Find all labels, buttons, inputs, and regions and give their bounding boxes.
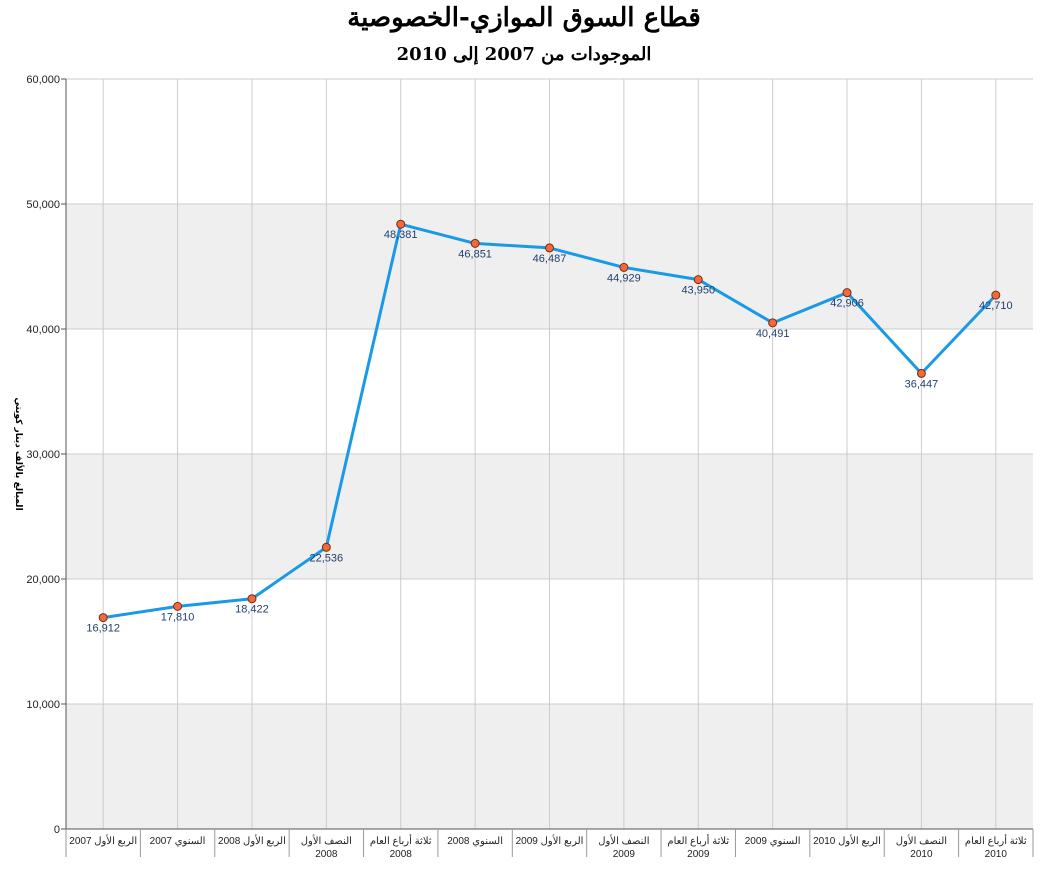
data-point <box>247 594 257 604</box>
data-label: 16,912 <box>86 623 120 635</box>
x-tick-label: النصف الأول <box>301 835 352 847</box>
data-point <box>98 613 108 623</box>
chart-title: قطاع السوق الموازي-الخصوصية <box>347 3 701 33</box>
data-label: 44,929 <box>607 272 641 284</box>
x-tick-label: ثلاثة أرباع العام <box>370 834 432 847</box>
x-tick-label: النصف الأول <box>598 835 649 847</box>
x-tick-label: ثلاثة أرباع العام <box>667 834 729 847</box>
y-tick-label: 0 <box>54 824 60 836</box>
plot-area: 0 10,000 20,000 30,000 40,000 50,000 60,000 الر… <box>26 74 1034 860</box>
x-tick-label: 2010 <box>985 849 1008 860</box>
data-point <box>916 368 926 378</box>
data-label: 17,810 <box>161 611 195 623</box>
y-axis-label: المبالغ بالألف دينار كويتي <box>13 397 25 510</box>
x-tick-label: 2008 <box>390 849 413 860</box>
data-point <box>693 275 703 285</box>
data-point <box>396 219 406 229</box>
x-tick-label: الربع الأول 2008 <box>218 835 286 847</box>
data-label: 46,851 <box>458 248 492 260</box>
data-point <box>545 243 554 253</box>
y-tick-label: 40,000 <box>26 324 60 336</box>
x-tick-label: 2008 <box>315 849 338 860</box>
data-point <box>173 601 183 611</box>
y-tick-label: 20,000 <box>26 574 60 586</box>
x-tick-label: السنوي 2009 <box>745 836 801 847</box>
data-label: 42,710 <box>979 300 1013 312</box>
chart-subtitle: الموجودات من 2007 إلى 2010 <box>397 44 652 65</box>
data-label: 46,487 <box>533 253 567 265</box>
data-point <box>619 262 629 272</box>
x-tick-label: السنوي 2008 <box>447 836 503 847</box>
data-point <box>470 238 480 248</box>
data-label: 40,491 <box>756 328 790 340</box>
data-label: 42,906 <box>830 298 864 310</box>
y-tick-label: 10,000 <box>26 699 60 711</box>
x-tick-label: 2009 <box>687 849 710 860</box>
data-label: 18,422 <box>235 604 269 616</box>
data-label: 48,381 <box>384 229 418 241</box>
data-point <box>991 290 1001 300</box>
data-point <box>768 318 778 328</box>
x-tick-label: 2009 <box>613 849 636 860</box>
y-tick-label: 50,000 <box>26 199 60 211</box>
x-tick-label: ثلاثة أرباع العام <box>965 834 1027 847</box>
x-tick-label: السنوي 2007 <box>150 836 206 847</box>
data-label: 22,536 <box>310 552 344 564</box>
x-tick-label: الربع الأول 2010 <box>813 835 881 847</box>
y-tick-label: 60,000 <box>26 74 60 86</box>
x-tick-label: الربع الأول 2007 <box>69 835 137 847</box>
x-tick-label: 2010 <box>910 849 933 860</box>
data-point <box>842 288 852 298</box>
data-point <box>321 542 331 552</box>
y-tick-label: 30,000 <box>26 449 60 461</box>
x-tick-label: الربع الأول 2009 <box>516 835 584 847</box>
x-tick-label: النصف الأول <box>896 835 947 847</box>
data-label: 43,950 <box>681 285 715 297</box>
data-label: 36,447 <box>905 378 939 390</box>
